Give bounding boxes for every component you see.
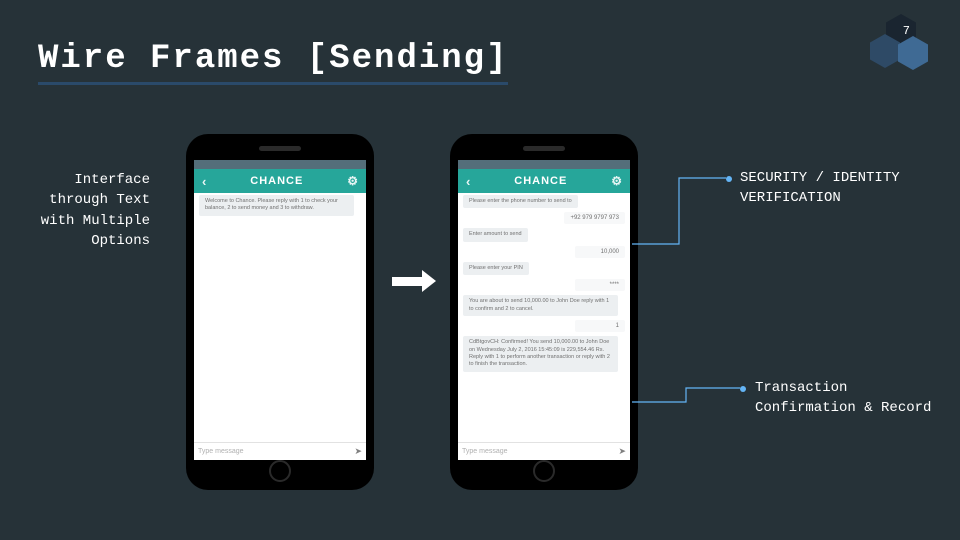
phone-mockup-right: ‹ CHANCE ⚙ Please enter the phone number… [450,134,638,490]
hexagon-logo [868,14,932,78]
app-title: CHANCE [470,175,611,187]
status-bar [194,160,366,169]
user-reply: +92 979 9797 973 [564,212,625,224]
page-number: 7 [903,24,910,38]
left-caption: Interface through Text with Multiple Opt… [30,170,150,251]
system-message: Enter amount to send [463,228,528,241]
settings-icon[interactable]: ⚙ [347,174,358,188]
back-icon[interactable]: ‹ [466,174,470,189]
system-message: You are about to send 10,000.00 to John … [463,295,618,316]
bullet-icon [726,176,732,182]
app-title: CHANCE [206,175,347,187]
back-icon[interactable]: ‹ [202,174,206,189]
message-input-row: Type message ➤ [194,442,366,460]
status-bar [458,160,630,169]
app-header: ‹ CHANCE ⚙ [194,169,366,193]
callout-transaction: Transaction Confirmation & Record [755,378,935,419]
system-message: Please enter your PIN [463,262,529,275]
user-reply: 1 [575,320,625,332]
settings-icon[interactable]: ⚙ [611,174,622,188]
user-reply: 10,000 [575,246,625,258]
chat-body: Please enter the phone number to send to… [458,193,630,442]
system-message: CdBtgovCH: Confirmed! You send 10,000.00… [463,336,618,372]
slide-title: Wire Frames [Sending] [38,40,508,85]
message-input[interactable]: Type message [462,448,508,455]
system-message: Welcome to Chance. Please reply with 1 t… [199,195,354,216]
message-input[interactable]: Type message [198,448,244,455]
send-icon[interactable]: ➤ [354,446,362,457]
callout-security: SECURITY / IDENTITY VERIFICATION [740,168,920,209]
app-header: ‹ CHANCE ⚙ [458,169,630,193]
message-input-row: Type message ➤ [458,442,630,460]
phone-screen: ‹ CHANCE ⚙ Please enter the phone number… [458,160,630,460]
phone-screen: ‹ CHANCE ⚙ Welcome to Chance. Please rep… [194,160,366,460]
system-message: Please enter the phone number to send to [463,195,578,208]
phone-mockup-left: ‹ CHANCE ⚙ Welcome to Chance. Please rep… [186,134,374,490]
chat-body: Welcome to Chance. Please reply with 1 t… [194,193,366,442]
arrow-right-icon [392,270,436,292]
send-icon[interactable]: ➤ [618,446,626,457]
bullet-icon [740,386,746,392]
user-reply: **** [575,279,625,291]
